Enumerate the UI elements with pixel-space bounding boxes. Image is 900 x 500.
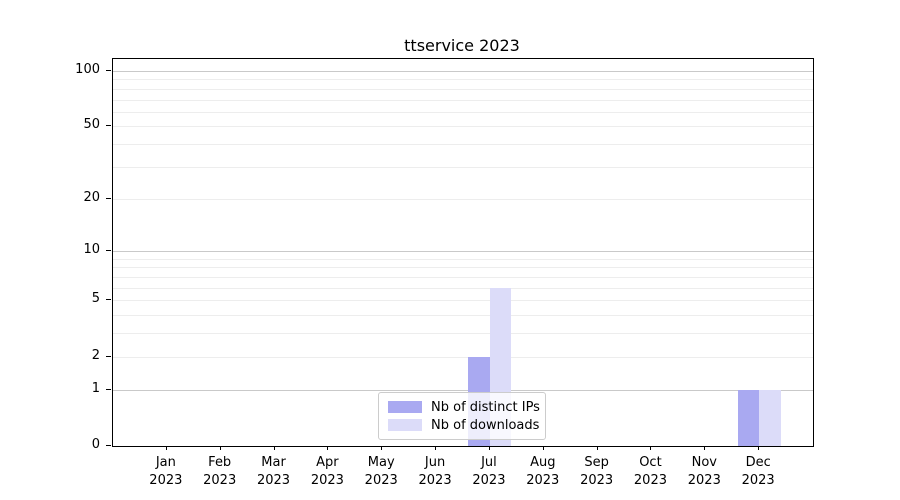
legend: Nb of distinct IPs Nb of downloads	[378, 392, 546, 440]
x-tick-mark-apr	[327, 446, 329, 450]
x-tick-mark-oct	[650, 446, 652, 450]
x-tick-mark-jun	[435, 446, 437, 450]
y-tick-mark-20	[106, 197, 111, 199]
gridline-6	[113, 287, 813, 289]
x-tick-label-sep: Sep 2023	[580, 455, 614, 488]
legend-swatch-nb-of-downloads	[388, 419, 422, 431]
x-tick-mark-aug	[542, 446, 544, 450]
gridline-4	[113, 315, 813, 317]
y-tick-label-10: 10	[83, 242, 100, 258]
x-tick-label-jul: Jul 2023	[472, 455, 506, 488]
x-tick-label-oct: Oct 2023	[633, 455, 667, 488]
y-tick-mark-5	[106, 299, 111, 301]
gridline-50	[113, 126, 813, 128]
x-tick-label-apr: Apr 2023	[310, 455, 344, 488]
y-tick-label-5: 5	[91, 291, 100, 307]
gridline-3	[113, 333, 813, 335]
x-tick-label-dec: Dec 2023	[741, 455, 775, 488]
legend-label-nb-of-downloads: Nb of downloads	[431, 417, 540, 433]
x-tick-mark-jan	[165, 446, 167, 450]
y-tick-label-20: 20	[83, 189, 100, 205]
x-tick-mark-may	[381, 446, 383, 450]
gridline-90	[113, 79, 813, 81]
plot-area	[112, 58, 814, 447]
bar-nb-of-downloads-dec	[759, 389, 781, 446]
x-tick-label-jun: Jun 2023	[418, 455, 452, 488]
x-tick-mark-mar	[273, 446, 275, 450]
gridline-80	[113, 88, 813, 90]
gridline-20	[113, 198, 813, 200]
y-tick-label-1: 1	[91, 380, 100, 396]
gridline-30	[113, 166, 813, 168]
gridline-60	[113, 111, 813, 113]
bar-nb-of-distinct-ips-dec	[737, 389, 760, 446]
gridline-40	[113, 144, 813, 146]
y-tick-mark-10	[106, 250, 111, 252]
gridline-1	[113, 389, 813, 391]
x-tick-label-feb: Feb 2023	[203, 455, 237, 488]
y-tick-label-100: 100	[75, 61, 100, 77]
gridline-7	[113, 277, 813, 278]
gridline-8	[113, 267, 813, 269]
gridline-100	[113, 70, 813, 72]
legend-item-nb-of-downloads: Nb of downloads	[388, 416, 540, 434]
x-tick-mark-sep	[596, 446, 598, 450]
x-tick-mark-jul	[488, 446, 490, 450]
legend-label-nb-of-distinct-ips: Nb of distinct IPs	[431, 399, 540, 415]
x-tick-mark-nov	[704, 446, 706, 450]
gridline-10	[113, 251, 813, 253]
chart-title: ttservice 2023	[404, 36, 520, 55]
x-tick-mark-dec	[758, 446, 760, 450]
y-tick-mark-100	[106, 69, 111, 71]
x-tick-label-jan: Jan 2023	[149, 455, 183, 488]
y-tick-mark-50	[106, 125, 111, 127]
y-tick-label-50: 50	[83, 117, 100, 133]
y-tick-mark-1	[106, 388, 111, 390]
y-tick-label-2: 2	[91, 347, 100, 363]
legend-swatch-nb-of-distinct-ips	[388, 401, 422, 413]
gridline-5	[113, 300, 813, 302]
y-tick-mark-0	[106, 445, 111, 446]
gridline-70	[113, 99, 813, 101]
x-tick-label-nov: Nov 2023	[687, 455, 721, 488]
y-tick-label-0: 0	[91, 437, 100, 452]
x-tick-label-mar: Mar 2023	[256, 455, 291, 488]
x-tick-label-may: May 2023	[364, 455, 398, 488]
legend-item-nb-of-distinct-ips: Nb of distinct IPs	[388, 398, 540, 416]
x-tick-label-aug: Aug 2023	[526, 455, 560, 488]
gridline-2	[113, 356, 813, 358]
gridline-9	[113, 258, 813, 260]
y-tick-mark-2	[106, 355, 111, 357]
x-tick-mark-feb	[219, 446, 221, 450]
